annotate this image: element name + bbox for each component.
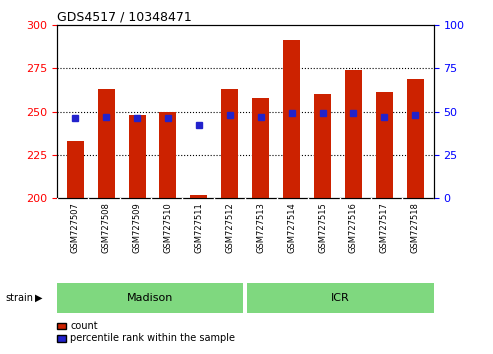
Bar <box>345 70 362 198</box>
Bar <box>376 92 393 198</box>
Text: GSM727515: GSM727515 <box>318 202 327 253</box>
Bar <box>314 94 331 198</box>
Text: GSM727508: GSM727508 <box>102 202 110 253</box>
Bar <box>98 89 115 198</box>
Text: GSM727516: GSM727516 <box>349 202 358 253</box>
Bar <box>221 89 238 198</box>
Bar <box>67 141 84 198</box>
Text: ▶: ▶ <box>35 293 42 303</box>
Bar <box>190 195 208 198</box>
Text: GSM727517: GSM727517 <box>380 202 389 253</box>
Bar <box>159 112 176 198</box>
Text: GSM727512: GSM727512 <box>225 202 234 253</box>
Text: Madison: Madison <box>127 293 173 303</box>
Text: GSM727514: GSM727514 <box>287 202 296 253</box>
Bar <box>252 98 269 198</box>
Text: GSM727513: GSM727513 <box>256 202 265 253</box>
Text: ICR: ICR <box>331 293 350 303</box>
Bar <box>407 79 424 198</box>
Bar <box>129 115 145 198</box>
Bar <box>283 40 300 198</box>
Text: GSM727509: GSM727509 <box>133 202 141 253</box>
Text: strain: strain <box>5 293 33 303</box>
Text: GSM727511: GSM727511 <box>194 202 204 253</box>
Text: GSM727507: GSM727507 <box>70 202 80 253</box>
Text: count: count <box>70 321 98 331</box>
Text: GDS4517 / 10348471: GDS4517 / 10348471 <box>57 11 191 24</box>
Bar <box>247 283 434 313</box>
Bar <box>57 283 244 313</box>
Text: percentile rank within the sample: percentile rank within the sample <box>70 333 236 343</box>
Text: GSM727510: GSM727510 <box>164 202 173 253</box>
Text: GSM727518: GSM727518 <box>411 202 420 253</box>
